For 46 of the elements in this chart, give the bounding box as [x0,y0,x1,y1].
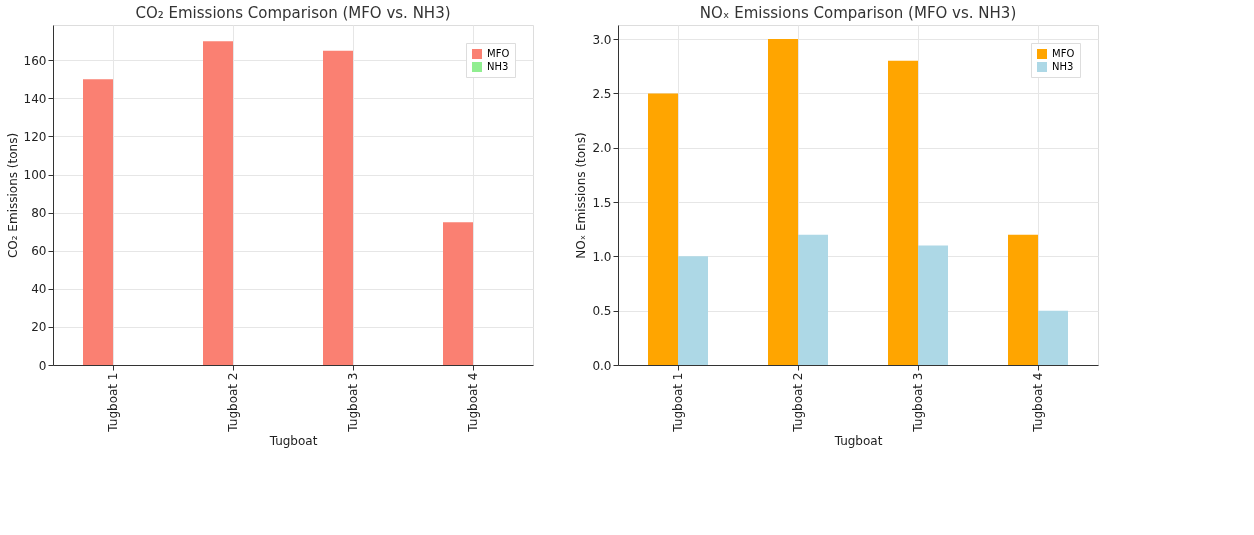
bar [918,245,948,365]
bar [678,256,708,365]
y-tick-label: 1.0 [592,249,612,264]
y-tick-label: 80 [31,206,47,221]
y-axis-title: NOₓ Emissions (tons) [574,132,589,259]
y-tick-label: 160 [23,53,47,68]
y-axis-title: CO₂ Emissions (tons) [5,132,20,259]
x-tick-label: Tugboat 3 [911,372,925,433]
legend-label: NH3 [1052,61,1074,72]
bar [323,50,353,365]
y-tick-label: 3.0 [592,32,612,47]
bar [203,41,233,365]
bar [798,234,828,365]
y-tick-label: 40 [31,282,47,297]
x-tick-label: Tugboat 4 [1031,372,1045,433]
x-tick-label: Tugboat 1 [671,372,685,433]
legend-label: MFO [487,48,510,59]
y-tick-label: 60 [31,244,47,259]
y-tick-label: 20 [31,320,47,335]
y-tick-label: 2.0 [592,141,612,156]
bar [443,222,473,365]
chart-title: CO₂ Emissions Comparison (MFO vs. NH3) [135,4,451,22]
x-tick-label: Tugboat 4 [466,372,480,433]
y-tick-label: 120 [23,129,47,144]
x-tick-label: Tugboat 1 [106,372,120,433]
y-tick-label: 0 [38,358,47,373]
y-tick-label: 1.5 [592,195,612,210]
x-tick-label: Tugboat 3 [346,372,360,433]
y-tick-label: 100 [23,168,47,183]
bar [648,93,678,365]
bar [888,60,918,365]
legend-label: MFO [1052,48,1075,59]
x-tick-label: Tugboat 2 [791,372,805,433]
y-tick-label: 2.5 [592,86,612,101]
y-tick-label: 0.0 [592,358,612,373]
bar [83,79,113,365]
legend-label: NH3 [487,61,509,72]
chart-title: NOₓ Emissions Comparison (MFO vs. NH3) [699,4,1017,22]
bar [1008,234,1038,365]
x-axis-title: Tugboat [833,433,883,448]
x-tick-label: Tugboat 2 [226,372,240,433]
y-tick-label: 140 [23,91,47,106]
y-tick-label: 0.5 [592,304,612,319]
bar [768,39,798,365]
bar [1038,310,1068,365]
x-axis-title: Tugboat [268,433,318,448]
